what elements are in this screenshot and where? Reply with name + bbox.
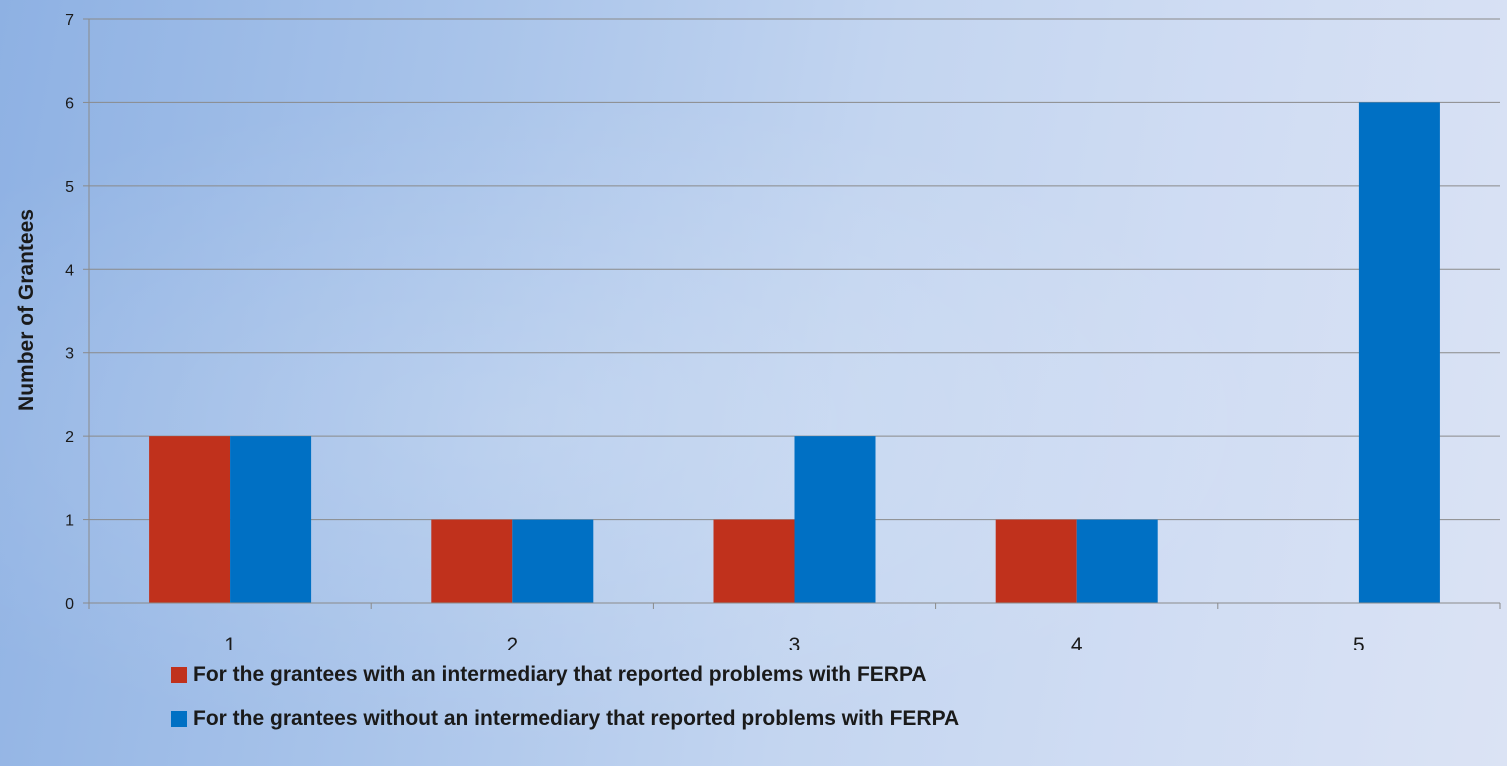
legend-item-series-1: For the grantees with an intermediary th… bbox=[171, 656, 959, 694]
y-tick-label: 0 bbox=[65, 596, 74, 613]
x-tick-label: 3 bbox=[789, 634, 801, 650]
y-tick-label: 6 bbox=[65, 95, 74, 112]
bar-series-2-cat-1 bbox=[230, 436, 312, 603]
bar-chart: 0 1 2 3 4 5 6 7 1 2 3 4 5 Number of Grantees bbox=[15, 12, 1501, 650]
legend-label-series-2: For the grantees without an intermediary… bbox=[193, 707, 960, 730]
bar-series-1-cat-2 bbox=[431, 519, 513, 603]
y-tick-label: 2 bbox=[65, 429, 74, 446]
y-axis-ticks: 0 1 2 3 4 5 6 7 bbox=[65, 12, 90, 613]
y-tick-label: 5 bbox=[65, 179, 74, 196]
bar-series-2-cat-4 bbox=[1076, 519, 1158, 603]
y-tick-label: 1 bbox=[65, 513, 74, 530]
bar-series-1-cat-3 bbox=[713, 519, 795, 603]
x-tick-label: 5 bbox=[1353, 634, 1365, 650]
bar-series-1-cat-4 bbox=[995, 519, 1077, 603]
y-tick-label: 3 bbox=[65, 346, 74, 363]
legend-swatch-red bbox=[171, 667, 187, 683]
x-tick-label: 1 bbox=[224, 634, 236, 650]
x-axis: 1 2 3 4 5 bbox=[88, 602, 1501, 650]
y-axis-label: Number of Grantees bbox=[15, 209, 38, 411]
y-tick-label: 7 bbox=[65, 12, 74, 29]
bar-series-2-cat-5 bbox=[1358, 102, 1440, 603]
y-tick-label: 4 bbox=[65, 262, 74, 279]
bar-series-2-cat-2 bbox=[512, 519, 594, 603]
legend-item-series-2: For the grantees without an intermediary… bbox=[171, 700, 959, 738]
legend-label-series-1: For the grantees with an intermediary th… bbox=[193, 663, 927, 686]
bar-series-1-cat-1 bbox=[149, 436, 231, 603]
x-tick-label: 2 bbox=[506, 634, 518, 650]
bar-series-2-cat-3 bbox=[794, 436, 876, 603]
legend: For the grantees with an intermediary th… bbox=[171, 656, 959, 744]
bars bbox=[149, 102, 1440, 603]
x-tick-label: 4 bbox=[1071, 634, 1083, 650]
legend-swatch-blue bbox=[171, 711, 187, 727]
